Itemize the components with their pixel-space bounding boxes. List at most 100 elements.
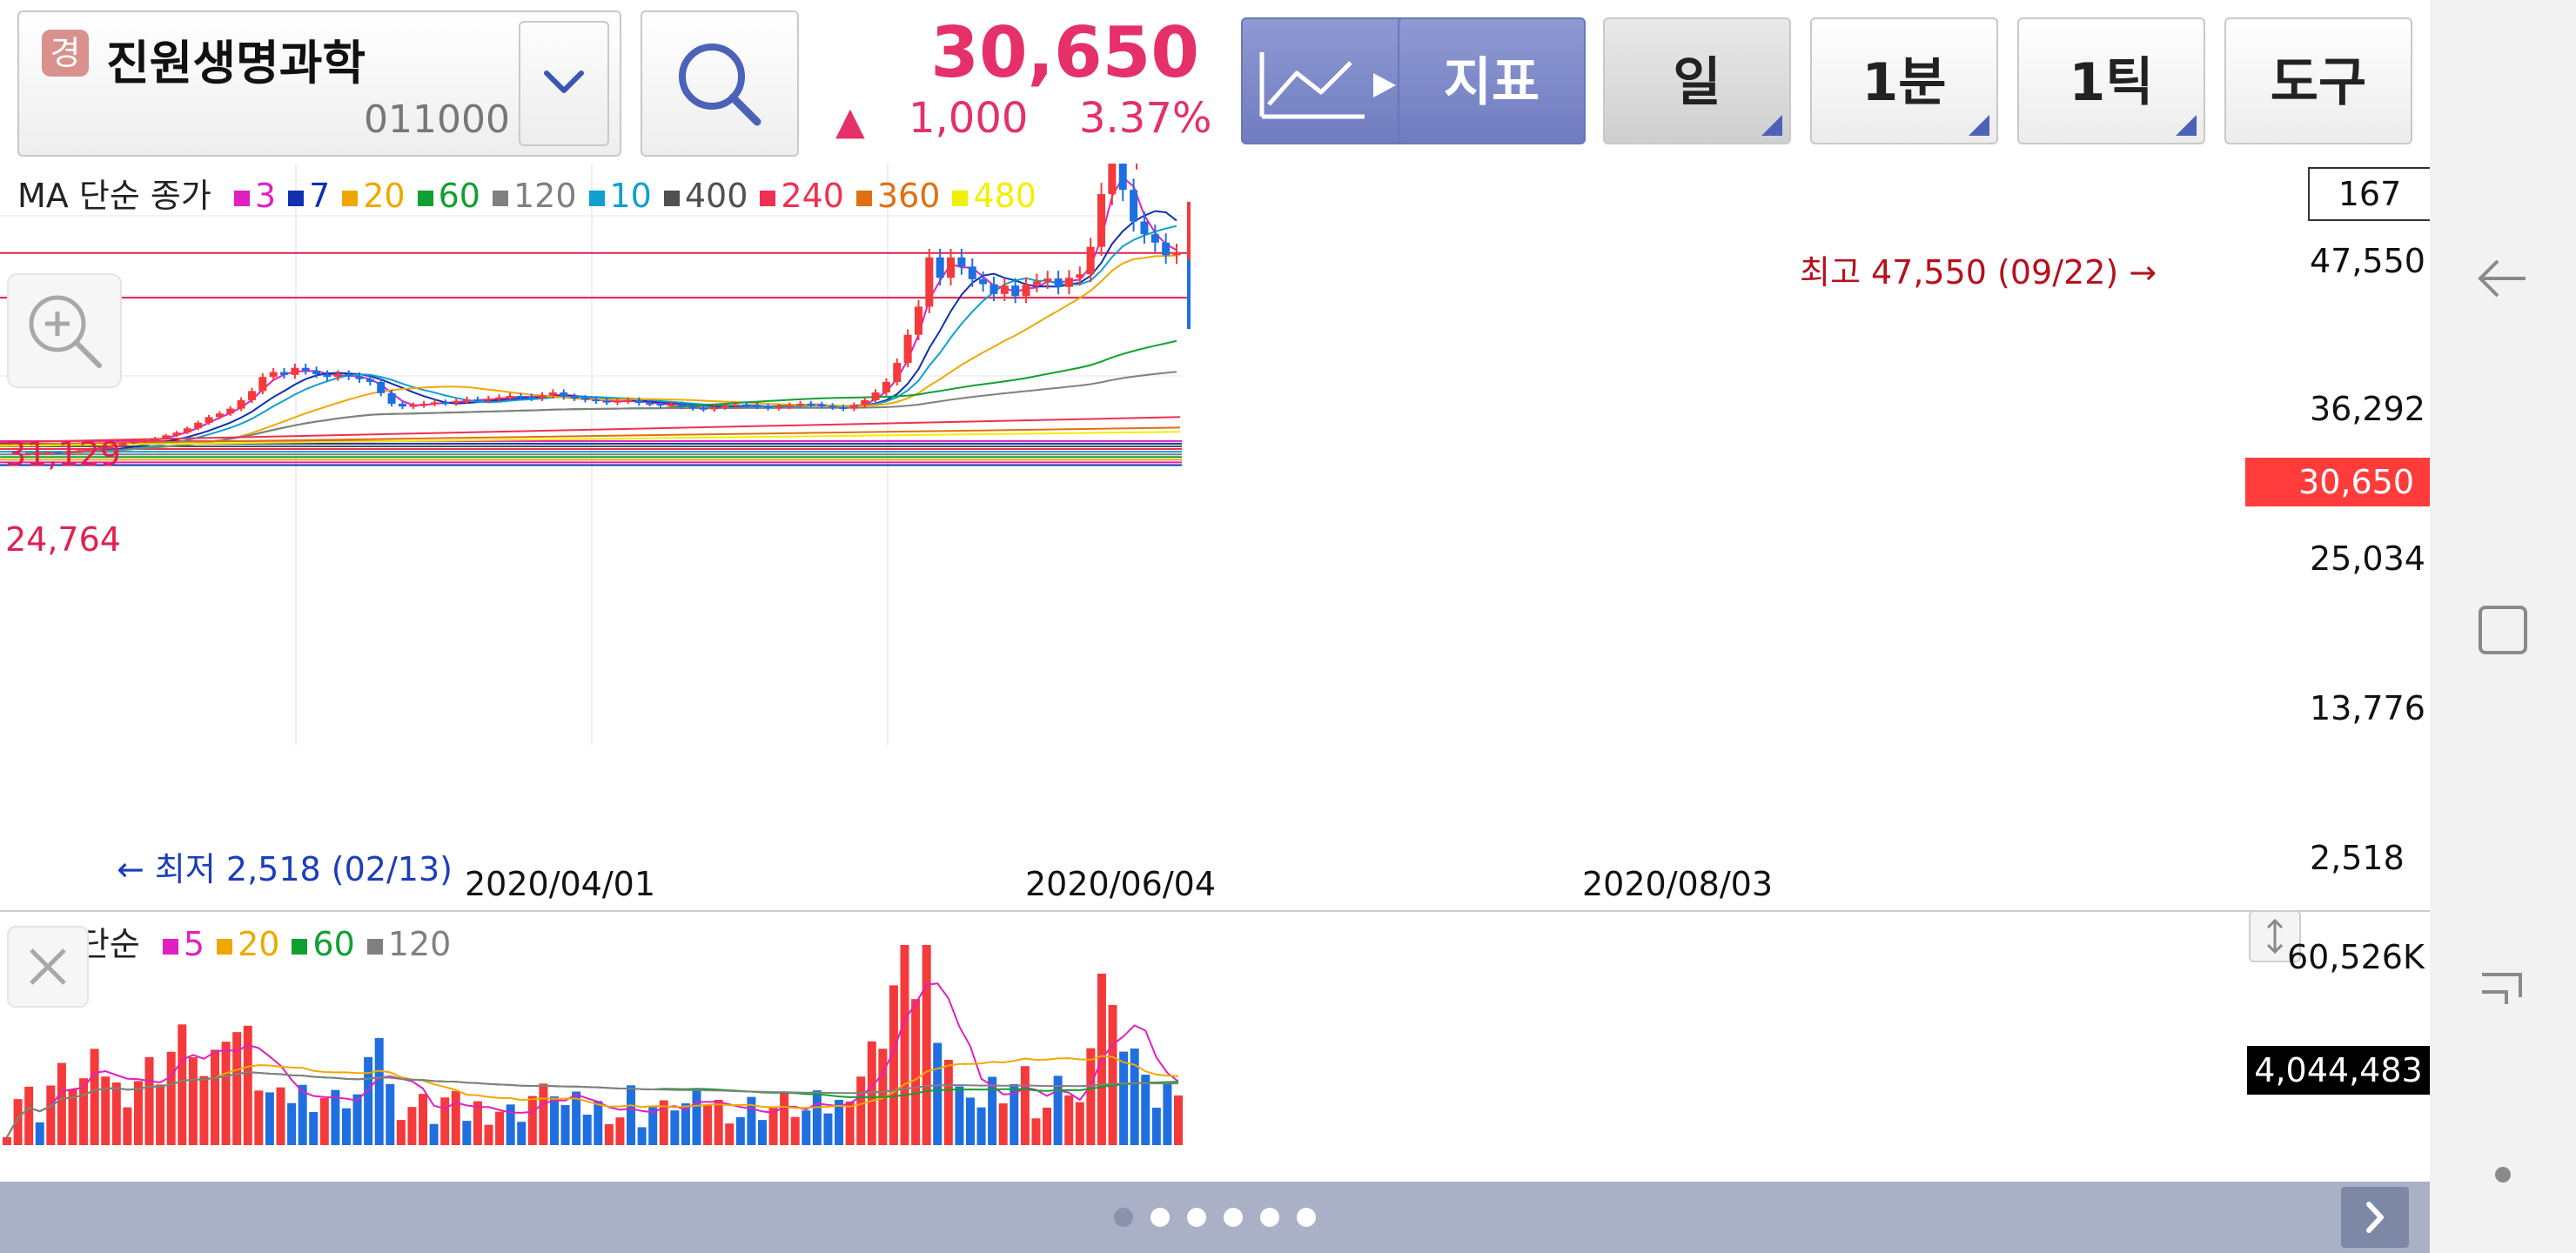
volume-bar <box>90 1049 99 1145</box>
next-page-button[interactable] <box>2341 1187 2409 1248</box>
volume-bar <box>144 1056 154 1145</box>
candle-body <box>484 399 493 401</box>
candle-body <box>140 439 149 442</box>
volume-bar <box>856 1076 866 1145</box>
volume-bar <box>287 1102 297 1145</box>
volume-bar <box>243 1025 252 1145</box>
candle-body <box>849 405 858 409</box>
volume-bar <box>648 1107 658 1145</box>
candle-body <box>742 404 751 406</box>
candle-body <box>205 417 213 423</box>
candle-body <box>538 395 547 399</box>
volume-bar <box>1119 1051 1129 1145</box>
volume-ma-line <box>6 982 1179 1138</box>
volume-bar <box>35 1122 44 1145</box>
volume-bar <box>1020 1066 1030 1145</box>
tools-button[interactable]: 도구 <box>2224 17 2412 144</box>
indicator-button[interactable]: 지표 <box>1398 17 1586 144</box>
volume-bar <box>933 1042 943 1145</box>
ma-legend-swatch <box>342 190 359 206</box>
volume-legend-swatch <box>292 938 308 955</box>
top-toolbar: 경 진원생명과학 011000 30,650 ▲ 1,000 3.37% <box>0 0 2430 164</box>
x-axis-label: 2020/06/04 <box>1025 865 1217 903</box>
x-axis-label: 2020/04/01 <box>465 865 656 903</box>
ma-legend-swatch <box>417 190 433 206</box>
candle-body <box>441 402 450 405</box>
candle-body <box>1150 234 1159 243</box>
candle-body <box>1054 278 1063 287</box>
search-button[interactable] <box>641 10 799 157</box>
candle-body <box>753 405 761 407</box>
volume-bar <box>900 945 909 1145</box>
ma-legend-label: 120 <box>513 177 577 215</box>
volume-bar <box>1031 1118 1041 1145</box>
volume-bar <box>1174 1095 1183 1145</box>
volume-bar <box>156 1084 165 1145</box>
candle-body <box>398 403 406 407</box>
volume-bar <box>1075 1102 1084 1145</box>
page-dot[interactable] <box>1114 1208 1133 1227</box>
candle-body <box>667 404 675 406</box>
volume-bar <box>889 985 898 1145</box>
volume-bar <box>1043 1107 1052 1145</box>
low-price-label: ← 최저 2,518 (02/13) <box>117 850 453 888</box>
candle-body <box>602 400 611 403</box>
candle-body <box>312 370 321 374</box>
page-dot[interactable] <box>1260 1208 1279 1227</box>
candle-body <box>828 405 837 408</box>
page-dot[interactable] <box>1150 1208 1170 1227</box>
candle-body <box>226 408 235 414</box>
zoom-in-button[interactable] <box>7 273 122 388</box>
candle-body <box>183 428 191 433</box>
candle-body <box>151 438 159 440</box>
close-indicator-button[interactable] <box>7 926 89 1008</box>
period-minute-button[interactable]: 1분 <box>1810 17 1998 144</box>
volume-legend-swatch <box>162 938 178 955</box>
stock-selector[interactable]: 경 진원생명과학 011000 <box>17 10 621 157</box>
candle-body <box>807 403 815 405</box>
stock-dropdown-button[interactable] <box>519 21 609 146</box>
ma-line <box>25 210 1177 455</box>
ma-legend: MA 단순 종가 3 7 20 60 120 10 400 240 360 480 <box>17 169 1036 217</box>
market-badge: 경 <box>42 30 89 77</box>
chart-type-button[interactable] <box>1241 17 1422 144</box>
chevron-right-icon <box>2366 1202 2384 1233</box>
page-dot[interactable] <box>1187 1208 1206 1227</box>
candle-body <box>1043 278 1052 282</box>
menu-dot-icon[interactable] <box>2468 1140 2538 1209</box>
candle-body <box>839 406 848 409</box>
current-price-tag: 30,650 <box>2245 458 2430 506</box>
home-icon[interactable] <box>2468 948 2538 1018</box>
volume-legend-label: 60 <box>312 925 355 963</box>
candle-body <box>333 373 342 378</box>
stock-code: 011000 <box>364 97 510 142</box>
period-tick-button[interactable]: 1틱 <box>2017 17 2205 144</box>
volume-bar <box>352 1094 362 1145</box>
back-icon[interactable] <box>2468 244 2538 313</box>
volume-plot[interactable] <box>0 912 2430 1183</box>
volume-bar <box>374 1037 384 1145</box>
volume-bar <box>757 1120 767 1145</box>
resize-handle-button[interactable] <box>2249 910 2301 962</box>
y-axis-label: 2,518 <box>2310 839 2405 877</box>
candle-body <box>785 405 794 407</box>
ma-line <box>25 176 1177 455</box>
page-dot[interactable] <box>1297 1208 1316 1227</box>
candle-body <box>506 396 514 399</box>
candle-body <box>688 406 697 409</box>
recent-apps-icon[interactable] <box>2468 595 2538 665</box>
price-chart[interactable]: MA 단순 종가 3 7 20 60 120 10 400 240 360 480 167 47,… <box>0 164 2432 910</box>
volume-bar <box>473 1101 482 1145</box>
y-axis-label: 36,292 <box>2310 390 2425 428</box>
volume-bar <box>1130 1049 1139 1145</box>
period-day-button[interactable]: 일 <box>1603 17 1791 144</box>
page-dot[interactable] <box>1224 1208 1243 1227</box>
line-chart-icon <box>1259 52 1396 119</box>
candlestick-plot[interactable] <box>0 164 2430 910</box>
candle-body <box>957 257 966 267</box>
price-change: 1,000 <box>909 94 1029 143</box>
candle-body <box>463 399 472 402</box>
volume-bar <box>440 1097 450 1145</box>
candle-body <box>903 334 912 364</box>
